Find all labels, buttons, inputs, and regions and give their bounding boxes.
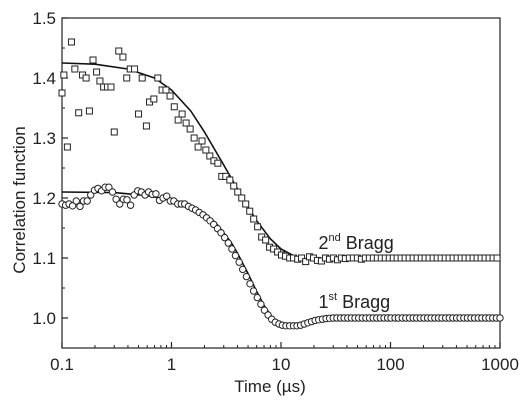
data-point: [235, 258, 243, 266]
data-point: [63, 143, 71, 151]
series-2nd-bragg: [58, 38, 501, 266]
data-point: [253, 293, 261, 302]
data-point: [174, 116, 182, 124]
series-annotation: 1st Bragg: [318, 291, 390, 312]
data-point: [250, 215, 258, 223]
x-axis-label: Time (µs): [234, 377, 306, 396]
x-tick-label: 1000: [481, 355, 519, 374]
data-point: [107, 83, 115, 91]
data-point: [206, 152, 214, 160]
data-point: [75, 109, 83, 117]
data-point: [260, 306, 269, 314]
data-point: [83, 197, 91, 205]
y-tick-label: 1.4: [32, 69, 56, 88]
data-point: [202, 146, 210, 154]
data-point: [239, 265, 247, 274]
y-tick-label: 1.3: [32, 129, 56, 148]
data-point: [186, 125, 194, 133]
data-point: [302, 258, 310, 266]
data-point: [262, 236, 270, 244]
data-point: [108, 188, 117, 196]
data-point: [231, 251, 240, 260]
data-point: [163, 192, 171, 200]
series-annotation: 2nd Bragg: [318, 232, 393, 253]
data-point: [67, 38, 75, 46]
data-point: [126, 201, 135, 209]
data-point: [226, 176, 234, 184]
data-point: [72, 197, 80, 205]
data-point: [493, 254, 501, 262]
data-point: [182, 119, 190, 127]
data-point: [198, 137, 206, 145]
y-tick-label: 1.5: [32, 9, 56, 28]
x-tick-label: 10: [272, 355, 291, 374]
data-point: [496, 314, 504, 322]
data-point: [135, 110, 143, 118]
data-point: [217, 229, 225, 237]
data-point: [234, 188, 242, 196]
data-point: [242, 272, 251, 281]
data-point: [119, 53, 127, 61]
data-point: [230, 182, 238, 190]
data-point: [246, 207, 254, 215]
data-point: [131, 65, 139, 73]
data-point: [170, 103, 178, 111]
data-point: [105, 183, 113, 191]
data-point: [166, 92, 174, 100]
data-point: [112, 195, 120, 203]
data-point: [96, 77, 104, 85]
data-point: [190, 134, 198, 142]
data-point: [58, 89, 66, 97]
data-point: [150, 95, 158, 103]
data-point: [82, 74, 90, 82]
data-point: [222, 172, 230, 180]
fit-line: [61, 62, 500, 261]
y-tick-label: 1.2: [32, 189, 56, 208]
data-point: [89, 56, 97, 64]
data-point: [68, 202, 77, 210]
data-point: [110, 128, 118, 136]
data-point: [123, 74, 131, 82]
data-point: [162, 86, 170, 94]
data-point: [242, 200, 250, 208]
data-point: [154, 74, 162, 82]
data-point: [238, 194, 246, 202]
data-point: [115, 47, 123, 55]
data-point: [224, 239, 232, 247]
data-point: [246, 280, 254, 288]
data-point: [87, 191, 95, 199]
data-point: [116, 200, 124, 208]
y-tick-label: 1.1: [32, 249, 56, 268]
data-point: [214, 159, 222, 167]
data-point: [93, 68, 101, 76]
axes: 0.1 1 10 100 1000 1.0 1.1 1.2 1.3 1.4 1.5: [32, 9, 519, 374]
data-point: [142, 122, 150, 130]
annotations: 2nd Bragg 1st Bragg: [318, 232, 393, 312]
data-point: [178, 110, 186, 118]
x-tick-label: 1: [167, 355, 176, 374]
x-tick-label: 0.1: [50, 355, 74, 374]
data-point: [194, 143, 202, 151]
series-1st-bragg: [58, 183, 504, 330]
data-point: [257, 300, 265, 308]
data-point: [60, 71, 68, 79]
data-point: [76, 202, 84, 211]
data-point: [85, 107, 93, 115]
data-point: [220, 233, 229, 242]
labels: Correlation function Time (µs): [10, 126, 306, 396]
data-point: [123, 196, 131, 204]
x-tick-label: 100: [376, 355, 404, 374]
data-point: [249, 287, 258, 295]
data-point: [138, 74, 146, 82]
data-point: [152, 190, 160, 198]
data-point: [298, 254, 306, 262]
data-point: [254, 223, 262, 231]
data-point: [228, 245, 236, 253]
y-tick-label: 1.0: [32, 309, 56, 328]
y-axis-label: Correlation function: [10, 126, 29, 273]
data-point: [71, 65, 79, 73]
